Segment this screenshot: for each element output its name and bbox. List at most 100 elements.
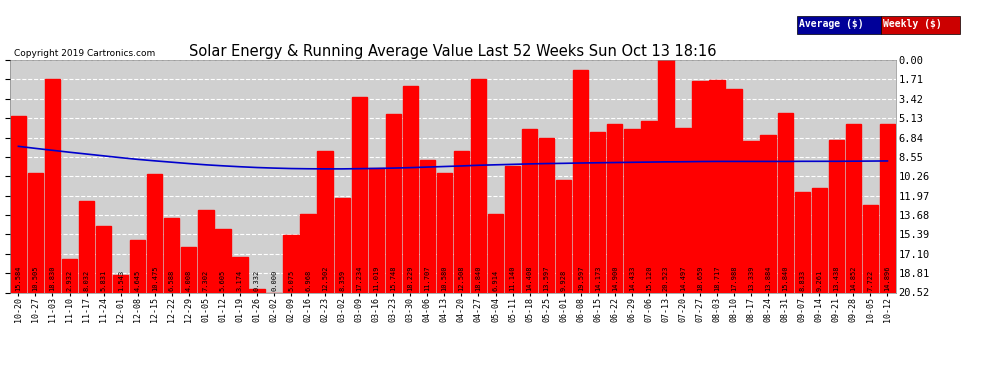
Bar <box>45 79 60 292</box>
Bar <box>743 141 758 292</box>
Bar <box>283 235 299 292</box>
Bar <box>249 289 264 292</box>
Bar <box>335 198 349 292</box>
Bar <box>624 129 640 292</box>
Bar <box>130 240 146 292</box>
Bar <box>692 81 708 292</box>
Text: Copyright 2019 Cartronics.com: Copyright 2019 Cartronics.com <box>14 49 155 58</box>
Text: 18.840: 18.840 <box>475 266 481 291</box>
Text: 14.497: 14.497 <box>680 266 686 291</box>
Text: 9.261: 9.261 <box>817 270 823 291</box>
Text: 13.884: 13.884 <box>765 266 771 291</box>
Text: 15.748: 15.748 <box>390 266 396 291</box>
Bar <box>642 121 656 292</box>
Text: 17.988: 17.988 <box>731 266 738 291</box>
Bar <box>386 114 401 292</box>
Text: 7.722: 7.722 <box>867 270 873 291</box>
Text: 6.914: 6.914 <box>492 270 499 291</box>
Text: 5.605: 5.605 <box>220 270 226 291</box>
Bar <box>812 188 827 292</box>
Text: 8.032: 8.032 <box>83 270 89 291</box>
Text: 15.120: 15.120 <box>645 266 651 291</box>
Bar <box>61 259 77 292</box>
Text: 2.932: 2.932 <box>66 270 72 291</box>
Bar <box>777 113 793 292</box>
Text: 4.008: 4.008 <box>186 270 192 291</box>
Text: 13.339: 13.339 <box>748 266 754 291</box>
Text: 9.928: 9.928 <box>560 270 566 291</box>
Text: 10.505: 10.505 <box>33 266 39 291</box>
Text: 8.833: 8.833 <box>799 270 805 291</box>
Text: Average ($): Average ($) <box>799 19 863 28</box>
Text: 12.502: 12.502 <box>322 266 328 291</box>
Text: 18.659: 18.659 <box>697 266 703 291</box>
Text: 17.234: 17.234 <box>356 266 362 291</box>
Text: 3.174: 3.174 <box>237 270 243 291</box>
Bar <box>471 79 486 292</box>
Bar <box>148 174 162 292</box>
Bar <box>113 275 129 292</box>
Bar <box>505 166 520 292</box>
Bar <box>11 116 26 292</box>
Text: 11.019: 11.019 <box>373 266 379 291</box>
Bar <box>607 124 623 292</box>
Bar <box>675 128 691 292</box>
Bar <box>727 89 742 292</box>
Text: 11.707: 11.707 <box>425 266 431 291</box>
Bar <box>403 86 418 292</box>
Bar <box>845 124 861 292</box>
Bar <box>351 97 367 292</box>
Text: 0.000: 0.000 <box>271 270 277 291</box>
Bar <box>453 151 469 292</box>
Title: Solar Energy & Running Average Value Last 52 Weeks Sun Oct 13 18:16: Solar Energy & Running Average Value Las… <box>189 44 717 59</box>
Text: 14.852: 14.852 <box>850 266 856 291</box>
Text: 6.588: 6.588 <box>168 270 175 291</box>
Text: 12.508: 12.508 <box>458 266 464 291</box>
Bar <box>79 201 94 292</box>
Bar <box>880 124 895 292</box>
Bar <box>556 180 571 292</box>
Bar <box>368 168 384 292</box>
Bar <box>420 160 435 292</box>
Text: 20.523: 20.523 <box>663 266 669 291</box>
Text: 18.717: 18.717 <box>714 266 720 291</box>
Text: 19.597: 19.597 <box>578 266 584 291</box>
Text: 10.475: 10.475 <box>151 266 157 291</box>
Bar <box>28 174 44 292</box>
Text: 14.408: 14.408 <box>527 266 533 291</box>
Text: 13.438: 13.438 <box>834 266 840 291</box>
Text: 11.140: 11.140 <box>510 266 516 291</box>
Text: 18.229: 18.229 <box>407 266 414 291</box>
Text: 14.900: 14.900 <box>612 266 618 291</box>
Text: 6.968: 6.968 <box>305 270 311 291</box>
Bar <box>164 218 179 292</box>
Text: 18.830: 18.830 <box>50 266 55 291</box>
Text: 5.831: 5.831 <box>101 270 107 291</box>
Text: 8.359: 8.359 <box>340 270 346 291</box>
Bar <box>862 205 878 292</box>
Bar <box>318 151 333 292</box>
Text: 5.075: 5.075 <box>288 270 294 291</box>
Bar <box>437 172 452 292</box>
Text: 7.302: 7.302 <box>203 270 209 291</box>
Text: 15.584: 15.584 <box>16 266 22 291</box>
Bar <box>829 140 844 292</box>
Text: Weekly ($): Weekly ($) <box>883 19 941 28</box>
Text: 0.332: 0.332 <box>254 270 260 291</box>
Bar <box>658 60 673 292</box>
Bar <box>795 192 810 292</box>
Bar <box>539 138 554 292</box>
Bar <box>522 129 538 292</box>
Bar <box>488 214 503 292</box>
Text: 13.597: 13.597 <box>544 266 549 291</box>
Text: 10.580: 10.580 <box>442 266 447 291</box>
Bar <box>198 210 214 292</box>
Text: 14.173: 14.173 <box>595 266 601 291</box>
Text: 14.896: 14.896 <box>884 266 890 291</box>
Text: 4.645: 4.645 <box>135 270 141 291</box>
Bar <box>181 247 196 292</box>
Text: 1.543: 1.543 <box>118 270 124 291</box>
Bar <box>760 135 776 292</box>
Bar <box>215 229 231 292</box>
Bar <box>233 256 248 292</box>
